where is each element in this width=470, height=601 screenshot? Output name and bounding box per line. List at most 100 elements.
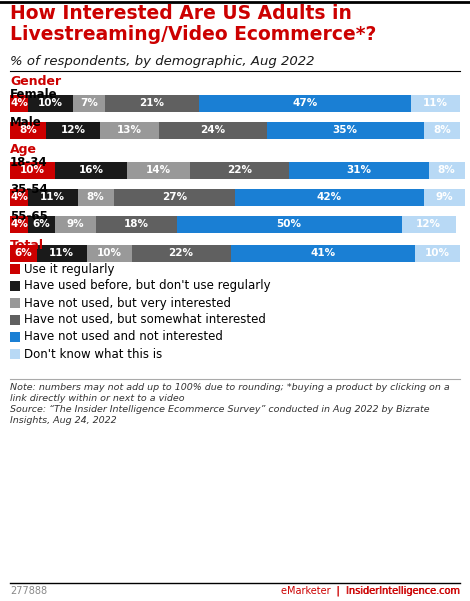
Text: Note: numbers may not add up to 100% due to rounding; *buying a product by click: Note: numbers may not add up to 100% due… [10,383,450,392]
Bar [429,162,464,178]
Text: 11%: 11% [423,98,448,108]
Text: Have used before, but don't use regularly: Have used before, but don't use regularl… [24,279,271,293]
Text: 11%: 11% [49,248,74,258]
Text: 22%: 22% [169,248,194,258]
Text: 18-34: 18-34 [10,156,47,169]
Bar [235,189,424,206]
Text: 4%: 4% [10,192,28,202]
Bar [190,162,289,178]
Bar [177,216,401,233]
Text: Insights, Aug 24, 2022: Insights, Aug 24, 2022 [10,416,117,425]
Bar [10,264,20,274]
Text: Male: Male [10,116,42,129]
Text: 22%: 22% [227,165,252,175]
Bar [78,189,113,206]
Text: 4%: 4% [10,98,28,108]
Bar [266,121,424,138]
Text: How Interested Are US Adults in
Livestreaming/Video Ecommerce*?: How Interested Are US Adults in Livestre… [10,4,376,44]
Text: 41%: 41% [310,248,335,258]
Bar [10,216,28,233]
Text: link directly within or next to a video: link directly within or next to a video [10,394,185,403]
Text: 35%: 35% [333,125,358,135]
Text: 8%: 8% [19,125,37,135]
Bar [10,281,20,291]
Text: 10%: 10% [38,98,63,108]
Text: 6%: 6% [15,248,32,258]
Bar [86,245,132,261]
Bar [410,94,460,112]
Text: 14%: 14% [146,165,171,175]
Text: eMarketer  |  InsiderIntelligence.com: eMarketer | InsiderIntelligence.com [281,585,460,596]
Text: 21%: 21% [139,98,164,108]
Text: 12%: 12% [61,125,86,135]
Bar [401,216,455,233]
Bar [55,162,127,178]
Text: 12%: 12% [416,219,441,229]
Text: Don't know what this is: Don't know what this is [24,347,162,361]
Bar [199,94,410,112]
Bar [424,121,460,138]
Text: 11%: 11% [40,192,65,202]
Text: 35-54: 35-54 [10,183,48,196]
Bar [158,121,266,138]
Bar [289,162,429,178]
Bar [37,245,86,261]
Bar [113,189,235,206]
Text: 8%: 8% [86,192,104,202]
Text: 24%: 24% [200,125,225,135]
Text: 9%: 9% [435,192,453,202]
Bar [46,121,100,138]
Text: Have not used, but somewhat interested: Have not used, but somewhat interested [24,314,266,326]
Bar [10,315,20,325]
Text: 9%: 9% [66,219,84,229]
Bar [100,121,158,138]
Bar [10,189,28,206]
Text: 27%: 27% [162,192,187,202]
Text: 277888: 277888 [10,586,47,596]
Bar [10,162,55,178]
Text: 50%: 50% [276,219,301,229]
Bar [132,245,230,261]
Text: 8%: 8% [438,165,455,175]
Text: Have not used, but very interested: Have not used, but very interested [24,296,231,310]
Bar [95,216,177,233]
Text: 55-65: 55-65 [10,210,48,223]
Text: 18%: 18% [124,219,149,229]
Bar [415,245,460,261]
Bar [28,189,78,206]
Text: 10%: 10% [20,165,45,175]
Bar [104,94,199,112]
Text: 16%: 16% [78,165,103,175]
Text: Gender: Gender [10,75,61,88]
Text: % of respondents, by demographic, Aug 2022: % of respondents, by demographic, Aug 20… [10,55,314,68]
Text: 8%: 8% [433,125,451,135]
Text: 31%: 31% [346,165,371,175]
Bar [73,94,104,112]
Bar [10,298,20,308]
Bar [10,245,37,261]
Text: 42%: 42% [317,192,342,202]
Bar [127,162,190,178]
Text: Total: Total [10,239,44,252]
Bar [55,216,95,233]
Text: Use it regularly: Use it regularly [24,263,115,275]
Bar [10,332,20,342]
Bar [424,189,464,206]
Text: |  InsiderIntelligence.com: | InsiderIntelligence.com [330,585,460,596]
Text: Age: Age [10,143,37,156]
Text: 47%: 47% [292,98,317,108]
Text: 7%: 7% [80,98,98,108]
Text: 13%: 13% [117,125,142,135]
Bar [28,216,55,233]
Bar [10,94,28,112]
Bar [28,94,73,112]
Bar [10,349,20,359]
Text: 10%: 10% [425,248,450,258]
Text: Have not used and not interested: Have not used and not interested [24,331,223,344]
Text: Source: “The Insider Intelligence Ecommerce Survey” conducted in Aug 2022 by Biz: Source: “The Insider Intelligence Ecomme… [10,405,430,414]
Bar [10,121,46,138]
Text: 4%: 4% [10,219,28,229]
Text: 10%: 10% [96,248,122,258]
Text: 6%: 6% [32,219,50,229]
Text: Female: Female [10,88,58,101]
